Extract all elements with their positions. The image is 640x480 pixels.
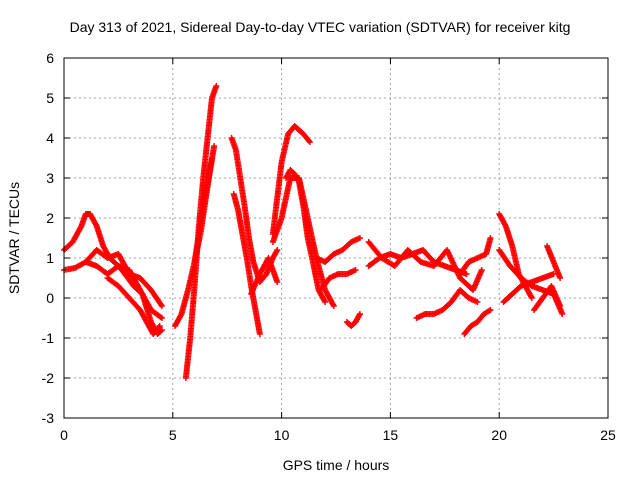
series-arc-d xyxy=(104,275,163,337)
y-tick-label: 1 xyxy=(46,250,54,266)
data-point xyxy=(155,324,162,331)
y-tick-label: 4 xyxy=(46,130,54,146)
series-arc-m xyxy=(282,167,329,305)
y-tick-label: 6 xyxy=(46,50,54,66)
y-tick-label: 3 xyxy=(46,170,54,186)
series-arc-k xyxy=(269,123,313,237)
series-arc-z xyxy=(544,243,564,281)
x-tick-label: 15 xyxy=(383,427,399,443)
y-tick-label: 0 xyxy=(46,290,54,306)
data-point xyxy=(559,311,566,317)
x-tick-label: 25 xyxy=(600,427,616,443)
data-point xyxy=(213,83,220,89)
data-point xyxy=(557,275,564,281)
series-arc-s xyxy=(413,287,481,321)
plot-frame xyxy=(63,57,609,419)
data-point xyxy=(156,323,163,329)
data-point xyxy=(158,315,165,321)
data-point xyxy=(528,295,535,301)
series-arc-u xyxy=(461,307,494,337)
series-arc-g xyxy=(191,155,215,265)
data-point xyxy=(211,143,218,149)
data-point xyxy=(352,267,359,273)
data-point xyxy=(330,303,337,309)
x-tick-labels: 0 5 10 15 20 25 xyxy=(60,427,616,443)
x-tick-label: 0 xyxy=(60,427,68,443)
data-point xyxy=(356,235,363,241)
grid-lines xyxy=(64,58,608,418)
series-arc-o xyxy=(317,267,359,293)
series-arc-c xyxy=(82,247,165,309)
axis-ticks xyxy=(63,57,609,419)
y-tick-label: -3 xyxy=(42,410,55,426)
series-arc-r xyxy=(365,239,485,293)
data-point xyxy=(463,271,470,277)
series-arc-a xyxy=(61,211,165,337)
x-axis-label: GPS time / hours xyxy=(283,457,390,473)
data-point xyxy=(487,235,494,241)
data-point xyxy=(478,267,485,273)
x-tick-label: 5 xyxy=(169,427,177,443)
data-point xyxy=(356,311,363,317)
series-arc-h xyxy=(228,135,281,285)
series-arc-p xyxy=(343,311,363,329)
series-arc-n xyxy=(313,235,363,265)
data-point xyxy=(158,303,165,309)
data-points xyxy=(61,83,566,381)
data-point xyxy=(557,303,564,309)
data-point xyxy=(322,299,329,305)
data-point xyxy=(256,331,263,337)
data-point xyxy=(306,139,313,145)
series-arc-j xyxy=(248,255,281,297)
series-arc-x xyxy=(500,271,557,305)
y-tick-labels: -3 -2 -1 0 1 2 3 4 5 6 xyxy=(42,50,55,426)
y-tick-label: 2 xyxy=(46,210,54,226)
y-tick-label: -1 xyxy=(42,330,55,346)
data-point xyxy=(487,307,494,313)
x-tick-label: 10 xyxy=(274,427,290,443)
series-arc-t xyxy=(457,235,494,277)
data-point xyxy=(305,137,312,144)
data-point xyxy=(274,279,281,285)
x-tick-label: 20 xyxy=(491,427,507,443)
data-point xyxy=(208,155,215,161)
y-axis-label: SDTVAR / TECUs xyxy=(6,182,22,294)
y-tick-label: -2 xyxy=(42,370,55,386)
y-tick-label: 5 xyxy=(46,90,54,106)
data-point xyxy=(157,314,164,321)
data-point xyxy=(474,299,481,305)
series-arc-i xyxy=(230,191,263,337)
data-point xyxy=(158,301,165,308)
data-point xyxy=(274,247,281,253)
series-arc-y xyxy=(531,283,564,313)
chart-title: Day 313 of 2021, Sidereal Day-to-day VTE… xyxy=(70,19,571,35)
